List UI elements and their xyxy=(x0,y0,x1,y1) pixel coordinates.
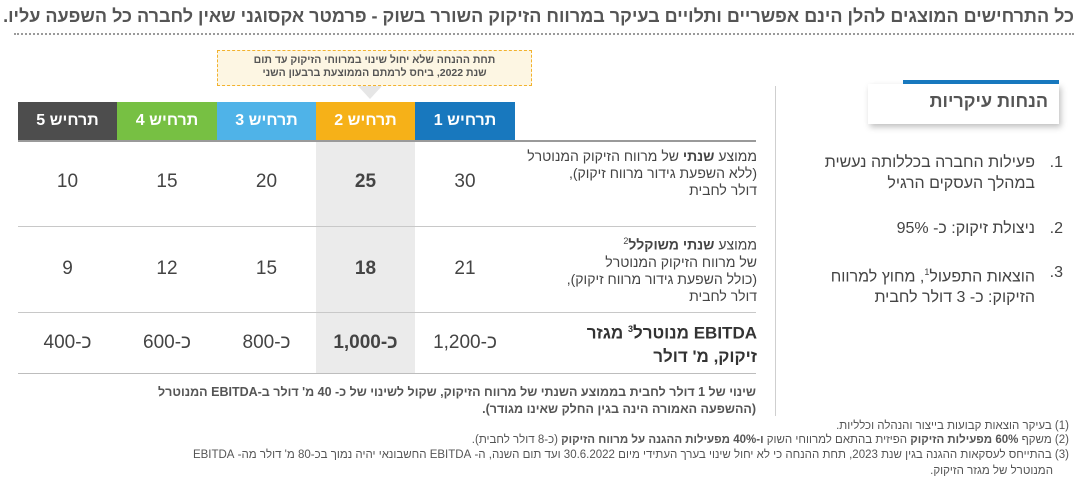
footnote-3: (3) בהתייחס לעסקאות ההגנה בגין שנת 2023,… xyxy=(192,449,1069,461)
assumption-item: 3. הוצאות התפעול1, מחוץ למרווח הזיקוק: כ… xyxy=(783,262,1063,308)
assumption-text-part: , מחוץ למרווח הזיקוק: כ- 3 דולר לחבית xyxy=(830,268,1035,307)
scenario-3-header: תרחיש 3 xyxy=(217,102,316,140)
callout-arrow-icon xyxy=(358,86,382,99)
page-header: כל התרחישים המוצגים להלן הינם אפשריים ות… xyxy=(3,6,1074,26)
table-cell: 10 xyxy=(56,171,79,192)
header-divider xyxy=(14,33,1074,35)
assumption-text: הוצאות התפעול1, מחוץ למרווח הזיקוק: כ- 3… xyxy=(783,262,1035,308)
footnote-2: (2) משקף 60% מפעילות הזיקוק הפיזית בהתאם… xyxy=(472,433,1069,447)
assumptions-title: הנחות עיקריות xyxy=(929,91,1048,111)
scenario-2-highlight xyxy=(316,140,415,373)
table-row-divider xyxy=(18,312,756,313)
footnote-text: (2) משקף xyxy=(1018,434,1069,446)
assumption-item: 1. פעילות החברה בכללותה נעשית במהלך העסק… xyxy=(783,152,1063,194)
row-label-text: ממוצע xyxy=(714,236,757,253)
table-cell: כ-1,200 xyxy=(433,332,497,353)
assumptions-title-box xyxy=(868,84,1059,124)
assumption-number: 1. xyxy=(1049,154,1063,171)
callout-line-1: תחת ההנחה שלא יחול שינוי במרווחי הזיקוק … xyxy=(253,54,496,66)
scenario-2-header: תרחיש 2 xyxy=(316,102,415,140)
vertical-divider xyxy=(775,86,776,416)
table-cell: כ-1,000 xyxy=(333,332,398,353)
row-label-unit: דולר לחבית xyxy=(689,182,757,198)
table-cell: כ-800 xyxy=(242,332,291,353)
row-label-text: של מרווח הזיקוק המנוטרל xyxy=(527,148,683,164)
table-cell: 12 xyxy=(156,258,178,279)
assumption-text-part: הוצאות התפעול xyxy=(929,268,1035,286)
row-label-ebitda: EBITDA מנוטרל3 מגזר זיקוק, מ' דולר xyxy=(517,318,757,368)
row-label-text: (ללא השפעת גידור מרווח זיקוק), xyxy=(568,165,757,181)
footnote-3-continued: המנוטרל של מגזר הזיקוק. xyxy=(930,465,1053,477)
row-label-weighted-margin: ממוצע שנתי משוקלל2 של מרווח הזיקוק המנוט… xyxy=(517,233,757,305)
footnote-text: הפיזית בהתאם למרווחי השוק xyxy=(763,434,911,446)
scenario-5-header: תרחיש 5 xyxy=(18,102,117,140)
row-label-unit: דולר לחבית xyxy=(689,287,757,304)
note-line: (ההשפעה האמורה הינה בגין החלק שאינו מגוד… xyxy=(482,402,756,416)
callout-line-2: שנת 2022, ביחס לרמתם הממוצעת ברבעון השני xyxy=(262,67,487,79)
row-label-text: של מרווח הזיקוק המנוטרל xyxy=(605,253,757,270)
row-label-text: זיקוק, מ' דולר xyxy=(653,346,757,366)
table-top-border xyxy=(18,140,756,142)
footnote-1: (1) בעיקר הוצאות קבועות בייצור והנהלה וכ… xyxy=(836,420,1069,432)
sensitivity-note: שינוי של 1 דולר לחבית בממוצע השנתי של מר… xyxy=(20,384,756,418)
table-cell: כ-400 xyxy=(43,332,92,353)
table-cell: 15 xyxy=(156,171,178,192)
assumption-text: ניצולת זיקוק: כ- 95% xyxy=(896,220,1035,237)
row-label-text: מגזר xyxy=(586,323,628,343)
assumption-item: 2. ניצולת זיקוק: כ- 95% xyxy=(783,218,1063,239)
footnote-bold: ו-40% מפעילות ההגנה על מרווח הזיקוק xyxy=(561,434,764,446)
assumptions-accent-bar xyxy=(903,80,1059,84)
assumption-number: 3. xyxy=(1049,264,1063,281)
table-cell: 18 xyxy=(354,258,377,279)
footnote-text: (כ-8 דולר לחבית). xyxy=(471,434,562,446)
note-line: שינוי של 1 דולר לחבית בממוצע השנתי של מר… xyxy=(158,385,756,399)
table-cell: 9 xyxy=(62,258,73,279)
footnote-bold: 60% מפעילות הזיקוק xyxy=(910,434,1019,446)
table-cell: 30 xyxy=(454,171,476,192)
row-label-annual-margin: ממוצע שנתי של מרווח הזיקוק המנוטרל (ללא … xyxy=(517,148,757,199)
table-bottom-border xyxy=(18,373,756,374)
row-label-text: (כולל השפעת גידור מרווח זיקוק), xyxy=(566,270,757,287)
table-row-divider xyxy=(18,226,756,227)
row-label-text: EBITDA מנוטרל xyxy=(632,323,757,343)
callout-box: תחת ההנחה שלא יחול שינוי במרווחי הזיקוק … xyxy=(217,50,532,86)
footnote-ref: 2 xyxy=(623,236,629,246)
table-cell: 15 xyxy=(255,258,278,279)
row-label-bold: שנתי xyxy=(682,148,715,164)
assumption-text: פעילות החברה בכללותה נעשית במהלך העסקים … xyxy=(824,154,1035,192)
footnote-ref: 1 xyxy=(924,267,930,277)
scenario-4-header: תרחיש 4 xyxy=(117,102,217,140)
row-label-text: ממוצע xyxy=(714,148,757,164)
table-cell: 20 xyxy=(255,171,278,192)
row-label-bold: שנתי משוקלל xyxy=(628,236,715,253)
table-cell: 21 xyxy=(454,258,476,279)
table-cell: 25 xyxy=(354,171,377,192)
footnote-ref: 3 xyxy=(627,324,633,334)
assumption-number: 2. xyxy=(1049,220,1063,237)
scenario-1-header: תרחיש 1 xyxy=(415,102,515,140)
table-cell: כ-600 xyxy=(143,332,192,353)
